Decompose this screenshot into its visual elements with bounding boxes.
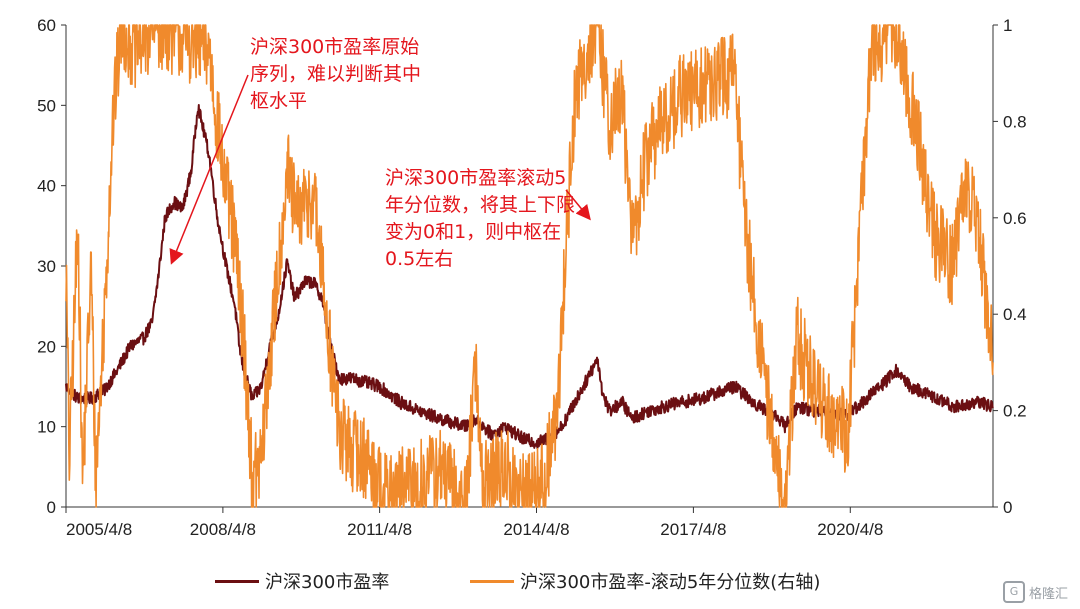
watermark-text: 格隆汇 <box>1028 586 1068 602</box>
annotation-arrow-raw <box>169 74 249 265</box>
left-tick-label: 40 <box>37 177 56 196</box>
left-tick-label: 60 <box>37 16 56 35</box>
legend: 沪深300市盈率 沪深300市盈率-滚动5年分位数(右轴) <box>0 568 1080 598</box>
legend-item-pe: 沪深300市盈率 <box>215 568 389 594</box>
left-tick-label: 50 <box>37 96 56 115</box>
axes: 0 10 20 30 40 50 60 0 0.2 0.4 0.6 0.8 1 2005/4/8 2008/… <box>37 16 1027 539</box>
right-tick-label: 0.2 <box>1003 402 1027 421</box>
annotation-arrows <box>169 74 591 265</box>
x-tick-label: 2011/4/8 <box>347 520 412 539</box>
left-tick-label: 20 <box>37 337 56 356</box>
legend-swatch-pe <box>215 579 259 583</box>
watermark-logo-icon: G <box>1002 581 1025 603</box>
right-tick-label: 0 <box>1003 498 1012 517</box>
left-tick-label: 0 <box>47 498 56 517</box>
x-tick-label: 2014/4/8 <box>503 520 569 539</box>
right-tick-label: 0.8 <box>1003 112 1027 131</box>
left-tick-label: 10 <box>37 418 56 437</box>
annotation-percentile-series: 沪深300市盈率滚动5年分位数，将其上下限变为0和1，则中枢在0.5左右 <box>385 167 576 270</box>
series-line-pe <box>65 104 994 450</box>
x-tick-label: 2008/4/8 <box>190 520 256 539</box>
right-tick-label: 1 <box>1003 16 1012 35</box>
series-layer <box>65 24 994 508</box>
right-tick-label: 0.4 <box>1003 305 1027 324</box>
legend-label-pe: 沪深300市盈率 <box>265 572 390 593</box>
legend-label-percentile: 沪深300市盈率-滚动5年分位数(右轴) <box>520 572 821 593</box>
legend-item-percentile: 沪深300市盈率-滚动5年分位数(右轴) <box>470 568 820 594</box>
x-tick-label: 2017/4/8 <box>660 520 726 539</box>
x-tick-label: 2005/4/8 <box>66 520 132 539</box>
watermark: G 格隆汇 <box>1002 581 1068 603</box>
right-tick-label: 0.6 <box>1003 209 1027 228</box>
annotation-arrow-pct <box>565 189 591 221</box>
series-line-percentile <box>65 24 994 508</box>
annotation-raw-series: 沪深300市盈率原始序列，难以判断其中枢水平 <box>250 36 422 112</box>
left-tick-label: 30 <box>37 257 56 276</box>
legend-swatch-percentile <box>470 579 514 583</box>
x-tick-label: 2020/4/8 <box>817 520 883 539</box>
